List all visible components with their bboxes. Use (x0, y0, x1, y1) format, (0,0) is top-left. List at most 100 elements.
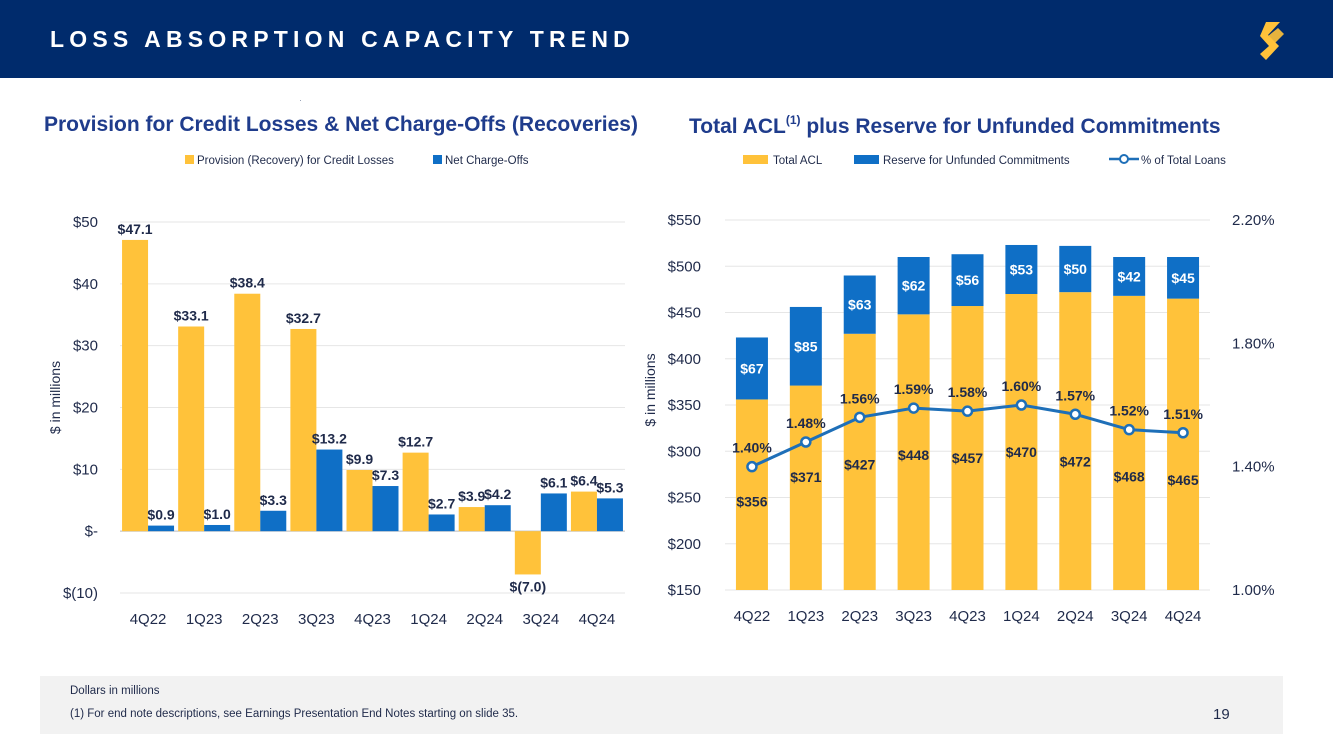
y-tick-label: $250 (668, 490, 701, 507)
x-tick-label: 4Q22 (734, 608, 771, 625)
y2-tick-label: 1.00% (1232, 582, 1275, 599)
bar-charge-offs (260, 510, 287, 532)
x-tick-label: 2Q24 (1057, 608, 1094, 625)
pct-data-label: 1.52% (1109, 403, 1149, 419)
legend-marker (1119, 154, 1129, 164)
legend-label: Reserve for Unfunded Commitments (883, 155, 1070, 167)
pct-loans-marker (1015, 399, 1028, 411)
header-bar: LOSS ABSORPTION CAPACITY TREND (0, 0, 1333, 78)
bar-total-acl (951, 306, 984, 590)
data-label: $3.3 (260, 492, 287, 508)
x-tick-label: 1Q24 (1003, 608, 1040, 625)
data-label: $6.1 (540, 474, 567, 490)
acl-data-label: $472 (1060, 453, 1091, 469)
bar-unfunded-reserve (1167, 257, 1200, 299)
y-tick-label: $30 (73, 338, 98, 355)
y-tick-label: $20 (73, 400, 98, 417)
x-tick-label: 3Q24 (1111, 608, 1148, 625)
data-label: $2.7 (428, 495, 455, 511)
data-label: $47.1 (118, 221, 153, 237)
data-label: $9.9 (346, 451, 373, 467)
acl-data-label: $371 (790, 469, 821, 485)
pct-data-label: 1.51% (1163, 406, 1203, 422)
acl-data-label: $427 (844, 456, 875, 472)
acl-data-label: $465 (1167, 472, 1198, 488)
bar-unfunded-reserve (789, 306, 822, 386)
x-tick-label: 2Q24 (466, 611, 503, 628)
acl-data-label: $468 (1114, 469, 1145, 485)
acl-data-label: $470 (1006, 444, 1037, 460)
bar-unfunded-reserve (1005, 244, 1038, 294)
x-tick-label: 1Q23 (186, 611, 223, 628)
bar-provision (122, 239, 149, 532)
pct-data-label: 1.57% (1055, 387, 1095, 403)
data-label: $1.0 (204, 506, 231, 522)
y2-tick-label: 1.80% (1232, 335, 1275, 352)
legend-label: Total ACL (773, 155, 823, 167)
bar-unfunded-reserve (843, 275, 876, 334)
right-chart-title-rest: plus Reserve for Unfunded Commitments (800, 115, 1221, 138)
data-label: $7.3 (372, 467, 399, 483)
page-number: 19 (1213, 706, 1230, 723)
y-axis-label: $ in millions (47, 361, 63, 434)
x-tick-label: 4Q24 (1165, 608, 1202, 625)
legend-swatch (433, 155, 442, 164)
x-tick-label: 2Q23 (841, 608, 878, 625)
bar-provision (402, 452, 429, 532)
footer-note-endnotes: (1) For end note descriptions, see Earni… (70, 708, 519, 720)
reserve-data-label: $85 (794, 338, 818, 354)
bar-provision (458, 507, 485, 532)
y-tick-label: $550 (668, 212, 701, 229)
bar-unfunded-reserve (735, 337, 768, 400)
pct-loans-marker (800, 436, 812, 448)
y-tick-label: $150 (668, 582, 701, 599)
y-tick-label: $(10) (63, 585, 98, 602)
bar-provision (178, 326, 205, 532)
bar-provision (290, 328, 317, 532)
pct-loans-marker (961, 405, 974, 417)
bar-unfunded-reserve (897, 257, 930, 315)
x-tick-label: 1Q24 (410, 611, 447, 628)
data-label: $0.9 (147, 507, 174, 523)
y-tick-label: $50 (73, 214, 98, 231)
x-tick-label: 3Q24 (522, 611, 559, 628)
bar-total-acl (1167, 298, 1200, 590)
acl-data-label: $457 (952, 450, 983, 466)
data-label: $32.7 (286, 310, 321, 326)
footer-notes: Dollars in millions (1) For end note des… (40, 676, 1283, 734)
bar-total-acl (789, 385, 822, 590)
decorative-dot (300, 100, 301, 101)
reserve-data-label: $42 (1117, 268, 1141, 284)
left-chart-title: Provision for Credit Losses & Net Charge… (44, 113, 638, 136)
pct-loans-marker (1069, 408, 1082, 420)
y2-tick-label: 1.40% (1232, 459, 1275, 476)
pct-data-label: 1.59% (894, 381, 934, 397)
bar-charge-offs (484, 505, 511, 532)
y-tick-label: $400 (668, 351, 701, 368)
bar-total-acl (1005, 294, 1038, 590)
legend-label: Provision (Recovery) for Credit Losses (197, 155, 394, 167)
data-label: $33.1 (174, 307, 209, 323)
pct-loans-marker (853, 411, 866, 424)
bar-charge-offs (372, 486, 399, 532)
data-label: $6.4 (570, 473, 597, 489)
x-tick-label: 3Q23 (298, 611, 335, 628)
legend-swatch (743, 155, 768, 164)
legend-swatch (854, 155, 879, 164)
x-tick-label: 1Q23 (787, 608, 824, 625)
y-tick-label: $200 (668, 536, 701, 553)
y-tick-label: $40 (73, 276, 98, 293)
s-logo-icon (1260, 22, 1284, 60)
footer-note-units: Dollars in millions (70, 685, 160, 697)
data-label: $12.7 (398, 434, 433, 450)
x-tick-label: 2Q23 (242, 611, 279, 628)
y2-tick-label: 2.20% (1232, 212, 1275, 229)
reserve-data-label: $62 (902, 278, 926, 294)
reserve-data-label: $63 (848, 297, 872, 313)
legend-swatch (185, 155, 194, 164)
page-title: LOSS ABSORPTION CAPACITY TREND (50, 26, 635, 52)
y-tick-label: $10 (73, 461, 98, 478)
acl-data-label: $448 (898, 447, 929, 463)
y-tick-label: $350 (668, 397, 701, 414)
acl-data-label: $356 (736, 494, 767, 510)
